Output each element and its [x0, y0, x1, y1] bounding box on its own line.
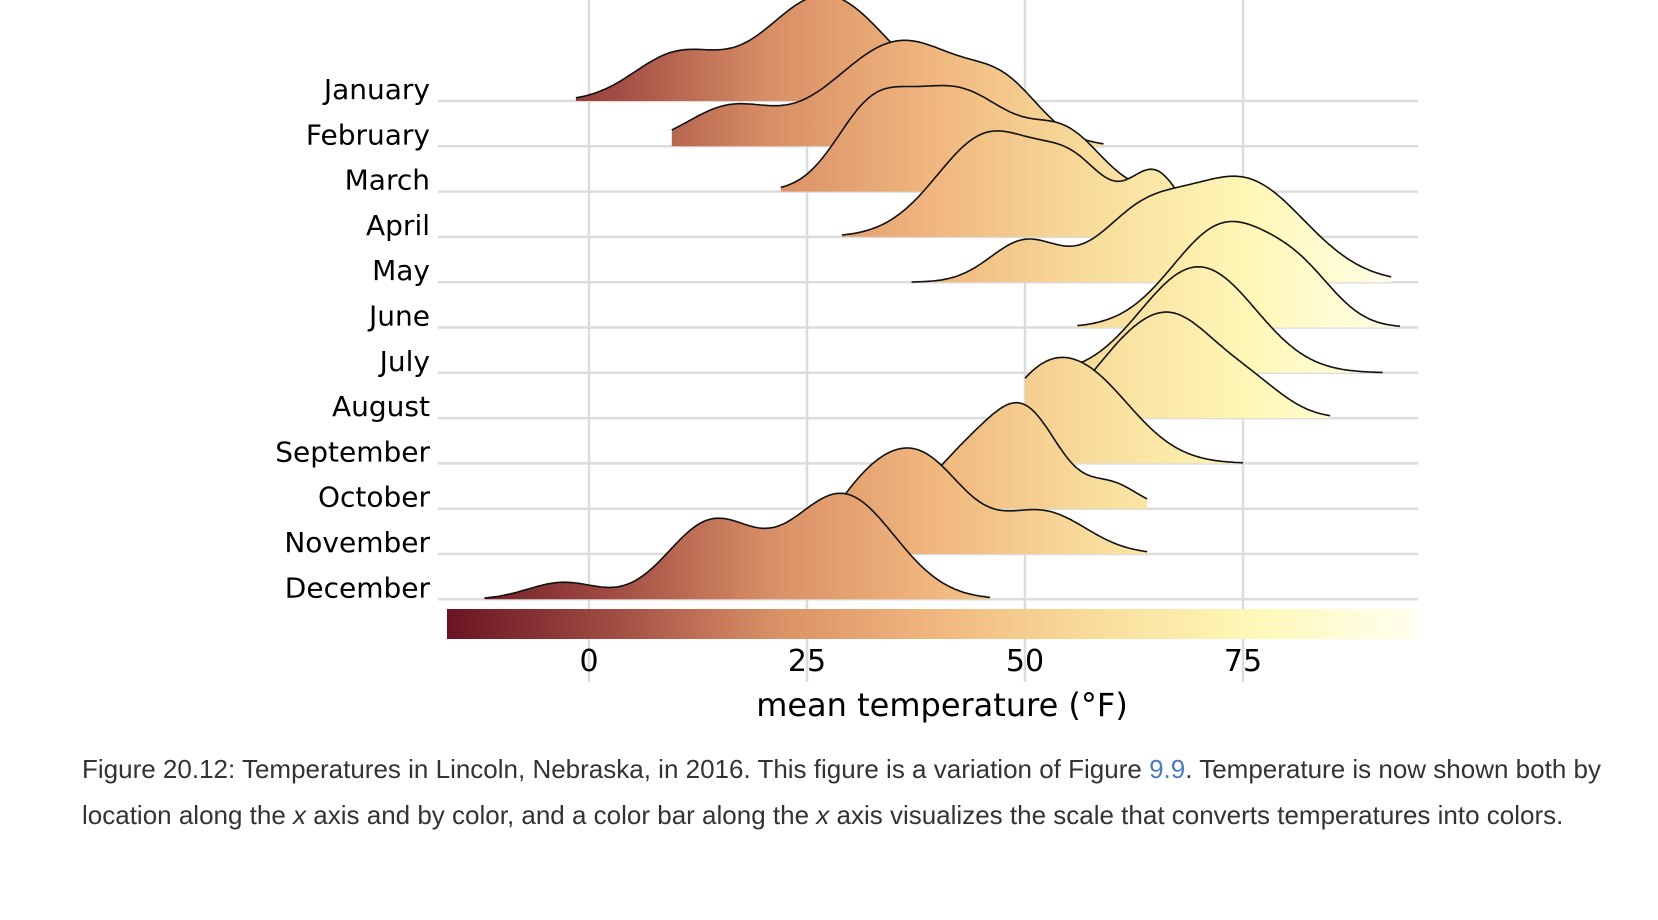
figure-caption: Figure 20.12: Temperatures in Lincoln, N…: [82, 746, 1602, 838]
caption-math: x: [293, 800, 307, 830]
month-label-january: January: [322, 73, 430, 106]
figure-link[interactable]: 9.9: [1149, 754, 1186, 784]
x-axis-ticks: 0 25 50 75: [579, 644, 1262, 679]
month-label-june: June: [367, 300, 430, 333]
ridge-outline: [1059, 311, 1331, 417]
ridge-fill: [815, 448, 1148, 554]
ridge-outline: [1077, 220, 1401, 328]
month-label-november: November: [284, 526, 430, 559]
month-label-december: December: [285, 571, 431, 604]
ridge-fill: [1059, 312, 1331, 419]
x-tick-label: 75: [1224, 644, 1262, 679]
x-tick-label: 0: [579, 644, 598, 679]
month-label-april: April: [366, 209, 430, 242]
x-axis-title: mean temperature (°F): [756, 686, 1128, 724]
ridge-august: [1059, 311, 1331, 419]
month-label-march: March: [345, 164, 430, 197]
density-ridges: [484, 0, 1401, 600]
month-label-may: May: [372, 254, 430, 287]
ridge-fill: [1025, 357, 1243, 464]
ridge-outline: [937, 401, 1148, 500]
ridge-april: [841, 130, 1200, 237]
x-tick-label: 50: [1006, 644, 1044, 679]
ridge-outline: [484, 492, 991, 599]
ridge-fill: [841, 130, 1200, 237]
ridge-november: [815, 447, 1148, 554]
ridge-outline: [780, 84, 1131, 189]
caption-text: axis visualizes the scale that converts …: [829, 800, 1564, 830]
month-label-september: September: [275, 435, 430, 468]
month-label-july: July: [378, 345, 430, 378]
ridge-outline: [671, 39, 1104, 145]
ridge-september: [1024, 356, 1244, 464]
month-label-february: February: [306, 118, 430, 151]
ridge-fill: [937, 402, 1148, 509]
caption-math: x: [816, 800, 830, 830]
ridge-outline: [841, 130, 1200, 236]
caption-text: axis and by color, and a color bar along…: [306, 800, 817, 830]
month-label-october: October: [318, 481, 431, 514]
month-labels: January February March April May June July Augu…: [275, 73, 430, 604]
x-tick-label: 25: [788, 644, 826, 679]
ridgeline-chart: January February March April May June July Augu…: [275, 0, 1418, 724]
ridge-outline: [815, 447, 1148, 553]
ridge-outline: [1051, 265, 1383, 374]
month-label-august: August: [332, 390, 430, 423]
caption-text: Figure 20.12: Temperatures in Lincoln, N…: [82, 754, 1150, 784]
ridge-october: [937, 401, 1148, 509]
color-bar: [447, 609, 1418, 639]
ridge-fill: [484, 493, 991, 600]
caption-text: . Temperature is now shown both by locat…: [82, 754, 1601, 830]
ridge-outline: [1024, 356, 1244, 464]
ridge-outline: [911, 175, 1392, 283]
ridge-december: [484, 492, 991, 600]
